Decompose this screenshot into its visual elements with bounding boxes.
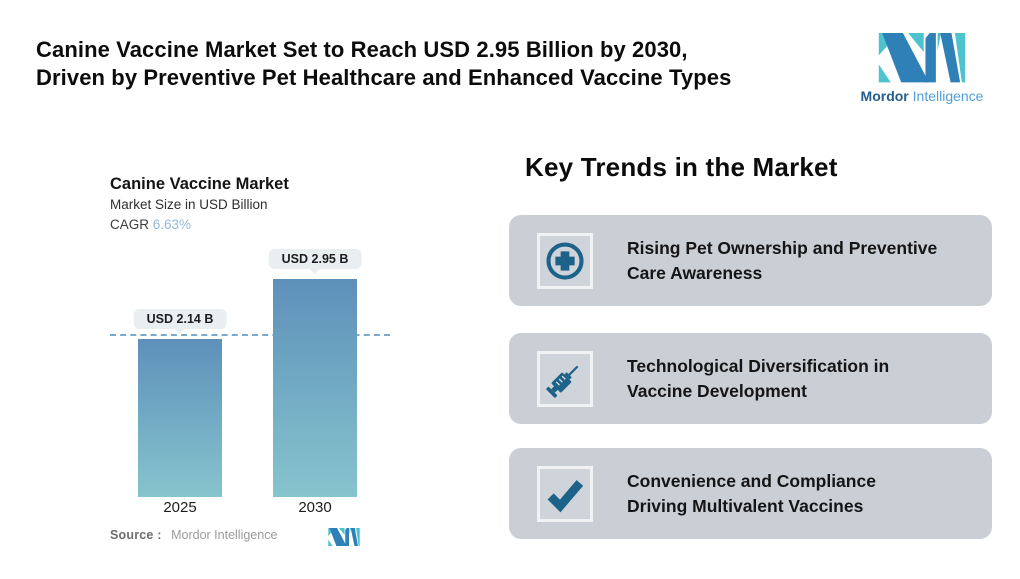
bar (273, 279, 357, 497)
source-note: Source : Mordor Intelligence (110, 528, 277, 542)
source-label: Source : (110, 528, 162, 542)
trend-card-text: Convenience and Compliance Driving Multi… (627, 469, 876, 519)
medical-plus-circle-icon (546, 241, 584, 280)
chart-subtitle: Market Size in USD Billion (110, 197, 268, 212)
trend-text-line: Technological Diversification in (627, 355, 890, 376)
reference-dashed-line (110, 334, 390, 336)
x-axis: 2025 2030 (110, 499, 390, 519)
logo-text-light: Intelligence (912, 88, 984, 104)
trend-card-pet-ownership: Rising Pet Ownership and Preventive Care… (509, 215, 992, 306)
trend-text-line: Care Awareness (627, 262, 763, 283)
logo-wordmark: Mordor Intelligence (856, 88, 988, 104)
trend-text-line: Driving Multivalent Vaccines (627, 495, 864, 516)
x-tick-label: 2030 (298, 499, 332, 516)
mordor-logo-icon (878, 33, 966, 85)
mordor-intelligence-logo: Mordor Intelligence (856, 33, 988, 104)
x-tick-label: 2025 (163, 499, 197, 516)
syringe-icon (546, 365, 579, 398)
source-value: Mordor Intelligence (171, 528, 278, 542)
checkmark-icon (547, 479, 584, 512)
icon-box (537, 350, 593, 407)
trend-text-line: Rising Pet Ownership and Preventive (627, 237, 938, 258)
mordor-logo-small-icon (327, 528, 361, 547)
bar-value-label: USD 2.95 B (268, 249, 362, 269)
trend-card-text: Rising Pet Ownership and Preventive Care… (627, 236, 937, 286)
trend-text-line: Convenience and Compliance (627, 470, 876, 491)
cagr-label: CAGR (110, 217, 150, 232)
page-title-line2: Driven by Preventive Pet Healthcare and … (36, 65, 732, 90)
icon-box (537, 465, 593, 522)
chart-title: Canine Vaccine Market (110, 175, 289, 193)
logo-text-bold: Mordor (860, 88, 909, 104)
page-title: Canine Vaccine Market Set to Reach USD 2… (36, 36, 856, 92)
bar-chart-area: USD 2.14 B USD 2.95 B (110, 249, 390, 497)
trend-card-text: Technological Diversification in Vaccine… (627, 354, 889, 404)
bar-value-label: USD 2.14 B (133, 309, 227, 329)
cagr-value: 6.63% (152, 217, 192, 232)
trend-card-convenience: Convenience and Compliance Driving Multi… (509, 448, 992, 539)
icon-box (537, 232, 593, 289)
bar (138, 339, 222, 497)
chart-cagr: CAGR 6.63% (110, 217, 191, 232)
trends-heading: Key Trends in the Market (525, 152, 838, 182)
trend-card-technology: Technological Diversification in Vaccine… (509, 333, 992, 424)
trend-text-line: Vaccine Development (627, 380, 807, 401)
page-title-line1: Canine Vaccine Market Set to Reach USD 2… (36, 37, 688, 62)
